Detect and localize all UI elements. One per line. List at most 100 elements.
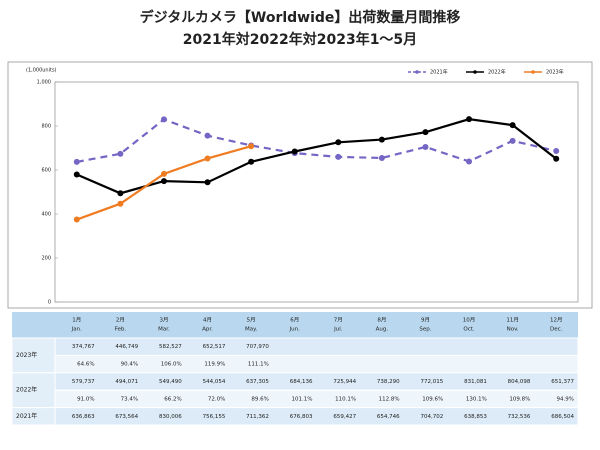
data-point	[73, 216, 80, 223]
table-ratio: 109.6%	[422, 396, 443, 402]
table-ratio: 73.4%	[121, 396, 138, 402]
month-label-en: May.	[245, 327, 258, 333]
table-value: 637,305	[246, 379, 269, 385]
month-label: 4月	[203, 317, 212, 324]
data-point	[335, 139, 342, 146]
y-tick-label: 200	[41, 256, 51, 262]
data-point	[422, 129, 429, 136]
month-label-en: Dec.	[550, 327, 563, 333]
month-label: 10月	[463, 317, 476, 324]
table-value: 582,527	[159, 344, 182, 350]
data-point	[335, 153, 342, 160]
month-label: 3月	[159, 317, 168, 324]
y-tick-label: 400	[41, 212, 51, 218]
table-ratio: 101.1%	[292, 396, 313, 402]
legend-label: 2023年	[546, 69, 564, 76]
data-point	[160, 170, 167, 177]
month-label-en: Oct.	[463, 327, 475, 333]
table-ratio: 64.6%	[77, 362, 94, 368]
table-value: 549,490	[159, 379, 182, 385]
table-header-bg	[12, 312, 578, 338]
table-ratio: 94.9%	[557, 396, 574, 402]
data-point	[204, 132, 211, 139]
table-ratio: 66.2%	[164, 396, 181, 402]
legend-marker	[473, 70, 477, 74]
month-label-en: Apr.	[202, 327, 213, 333]
data-point	[509, 122, 516, 129]
value-row-bg	[54, 407, 579, 426]
table-value: 707,970	[246, 344, 269, 350]
chart-frame	[7, 61, 593, 309]
month-label: 12月	[550, 317, 563, 324]
table-value: 804,098	[508, 379, 531, 385]
month-label: 7月	[334, 317, 343, 324]
table-ratio: 91.0%	[77, 396, 94, 402]
table-value: 446,749	[115, 344, 138, 350]
data-point	[378, 154, 385, 161]
table-value: 494,071	[115, 379, 138, 385]
table-ratio: 109.8%	[509, 396, 530, 402]
legend-label: 2021年	[430, 69, 448, 76]
data-point	[378, 136, 385, 143]
series-line	[76, 118, 557, 163]
data-point	[509, 137, 516, 144]
y-tick-label: 0	[48, 300, 51, 306]
data-point	[248, 158, 255, 165]
month-label-en: Sep.	[419, 327, 431, 333]
y-tick-label: 600	[41, 168, 51, 174]
table-value: 652,517	[203, 344, 226, 350]
table-value: 659,427	[333, 414, 356, 420]
month-label-en: Jan.	[71, 327, 82, 333]
data-point	[204, 179, 211, 186]
series-line	[76, 118, 557, 195]
legend-marker	[531, 70, 535, 74]
plot-area	[54, 81, 579, 303]
table-value: 654,746	[377, 414, 400, 420]
table-value: 704,702	[421, 414, 444, 420]
table-value: 651,377	[551, 379, 574, 385]
data-point	[291, 148, 298, 155]
month-label-en: Mar.	[158, 327, 170, 333]
month-label-en: Jul.	[333, 327, 343, 333]
table-value: 374,767	[72, 344, 95, 350]
table-value: 738,290	[377, 379, 400, 385]
year-label: 2023年	[16, 351, 37, 359]
table-value: 725,944	[333, 379, 356, 385]
y-tick-label: 800	[41, 124, 51, 130]
table-ratio: 72.0%	[208, 396, 225, 402]
data-point	[553, 147, 560, 154]
table-value: 676,803	[290, 414, 313, 420]
table-value: 686,504	[551, 414, 574, 420]
table-ratio: 130.1%	[466, 396, 487, 402]
month-label-en: Nov.	[507, 327, 519, 333]
month-label: 9月	[421, 317, 430, 324]
month-label: 5月	[247, 317, 256, 324]
table-value: 756,155	[203, 414, 226, 420]
table-ratio: 90.4%	[121, 362, 138, 368]
y-tick-label: 1,000	[37, 80, 51, 86]
data-point	[73, 171, 80, 178]
table-ratio: 110.1%	[335, 396, 356, 402]
data-point	[248, 143, 255, 150]
table-value: 830,006	[159, 414, 182, 420]
data-point	[160, 178, 167, 185]
legend-marker	[415, 70, 419, 74]
table-value: 638,853	[464, 414, 487, 420]
data-point	[160, 116, 167, 123]
month-label: 11月	[506, 317, 519, 324]
month-label: 6月	[290, 317, 299, 324]
table-value: 732,536	[508, 414, 531, 420]
month-label: 8月	[377, 317, 386, 324]
table-ratio: 112.8%	[379, 396, 400, 402]
month-label: 2月	[116, 317, 125, 324]
table-ratio: 119.9%	[204, 362, 225, 368]
chart-title: デジタルカメラ【Worldwide】出荷数量月間推移	[140, 9, 461, 26]
table-value: 636,863	[72, 414, 95, 420]
data-point	[117, 190, 124, 197]
month-label-en: Feb.	[115, 327, 127, 333]
table-ratio: 111.1%	[248, 362, 269, 368]
legend-label: 2022年	[488, 69, 506, 76]
table-ratio: 89.6%	[251, 396, 268, 402]
